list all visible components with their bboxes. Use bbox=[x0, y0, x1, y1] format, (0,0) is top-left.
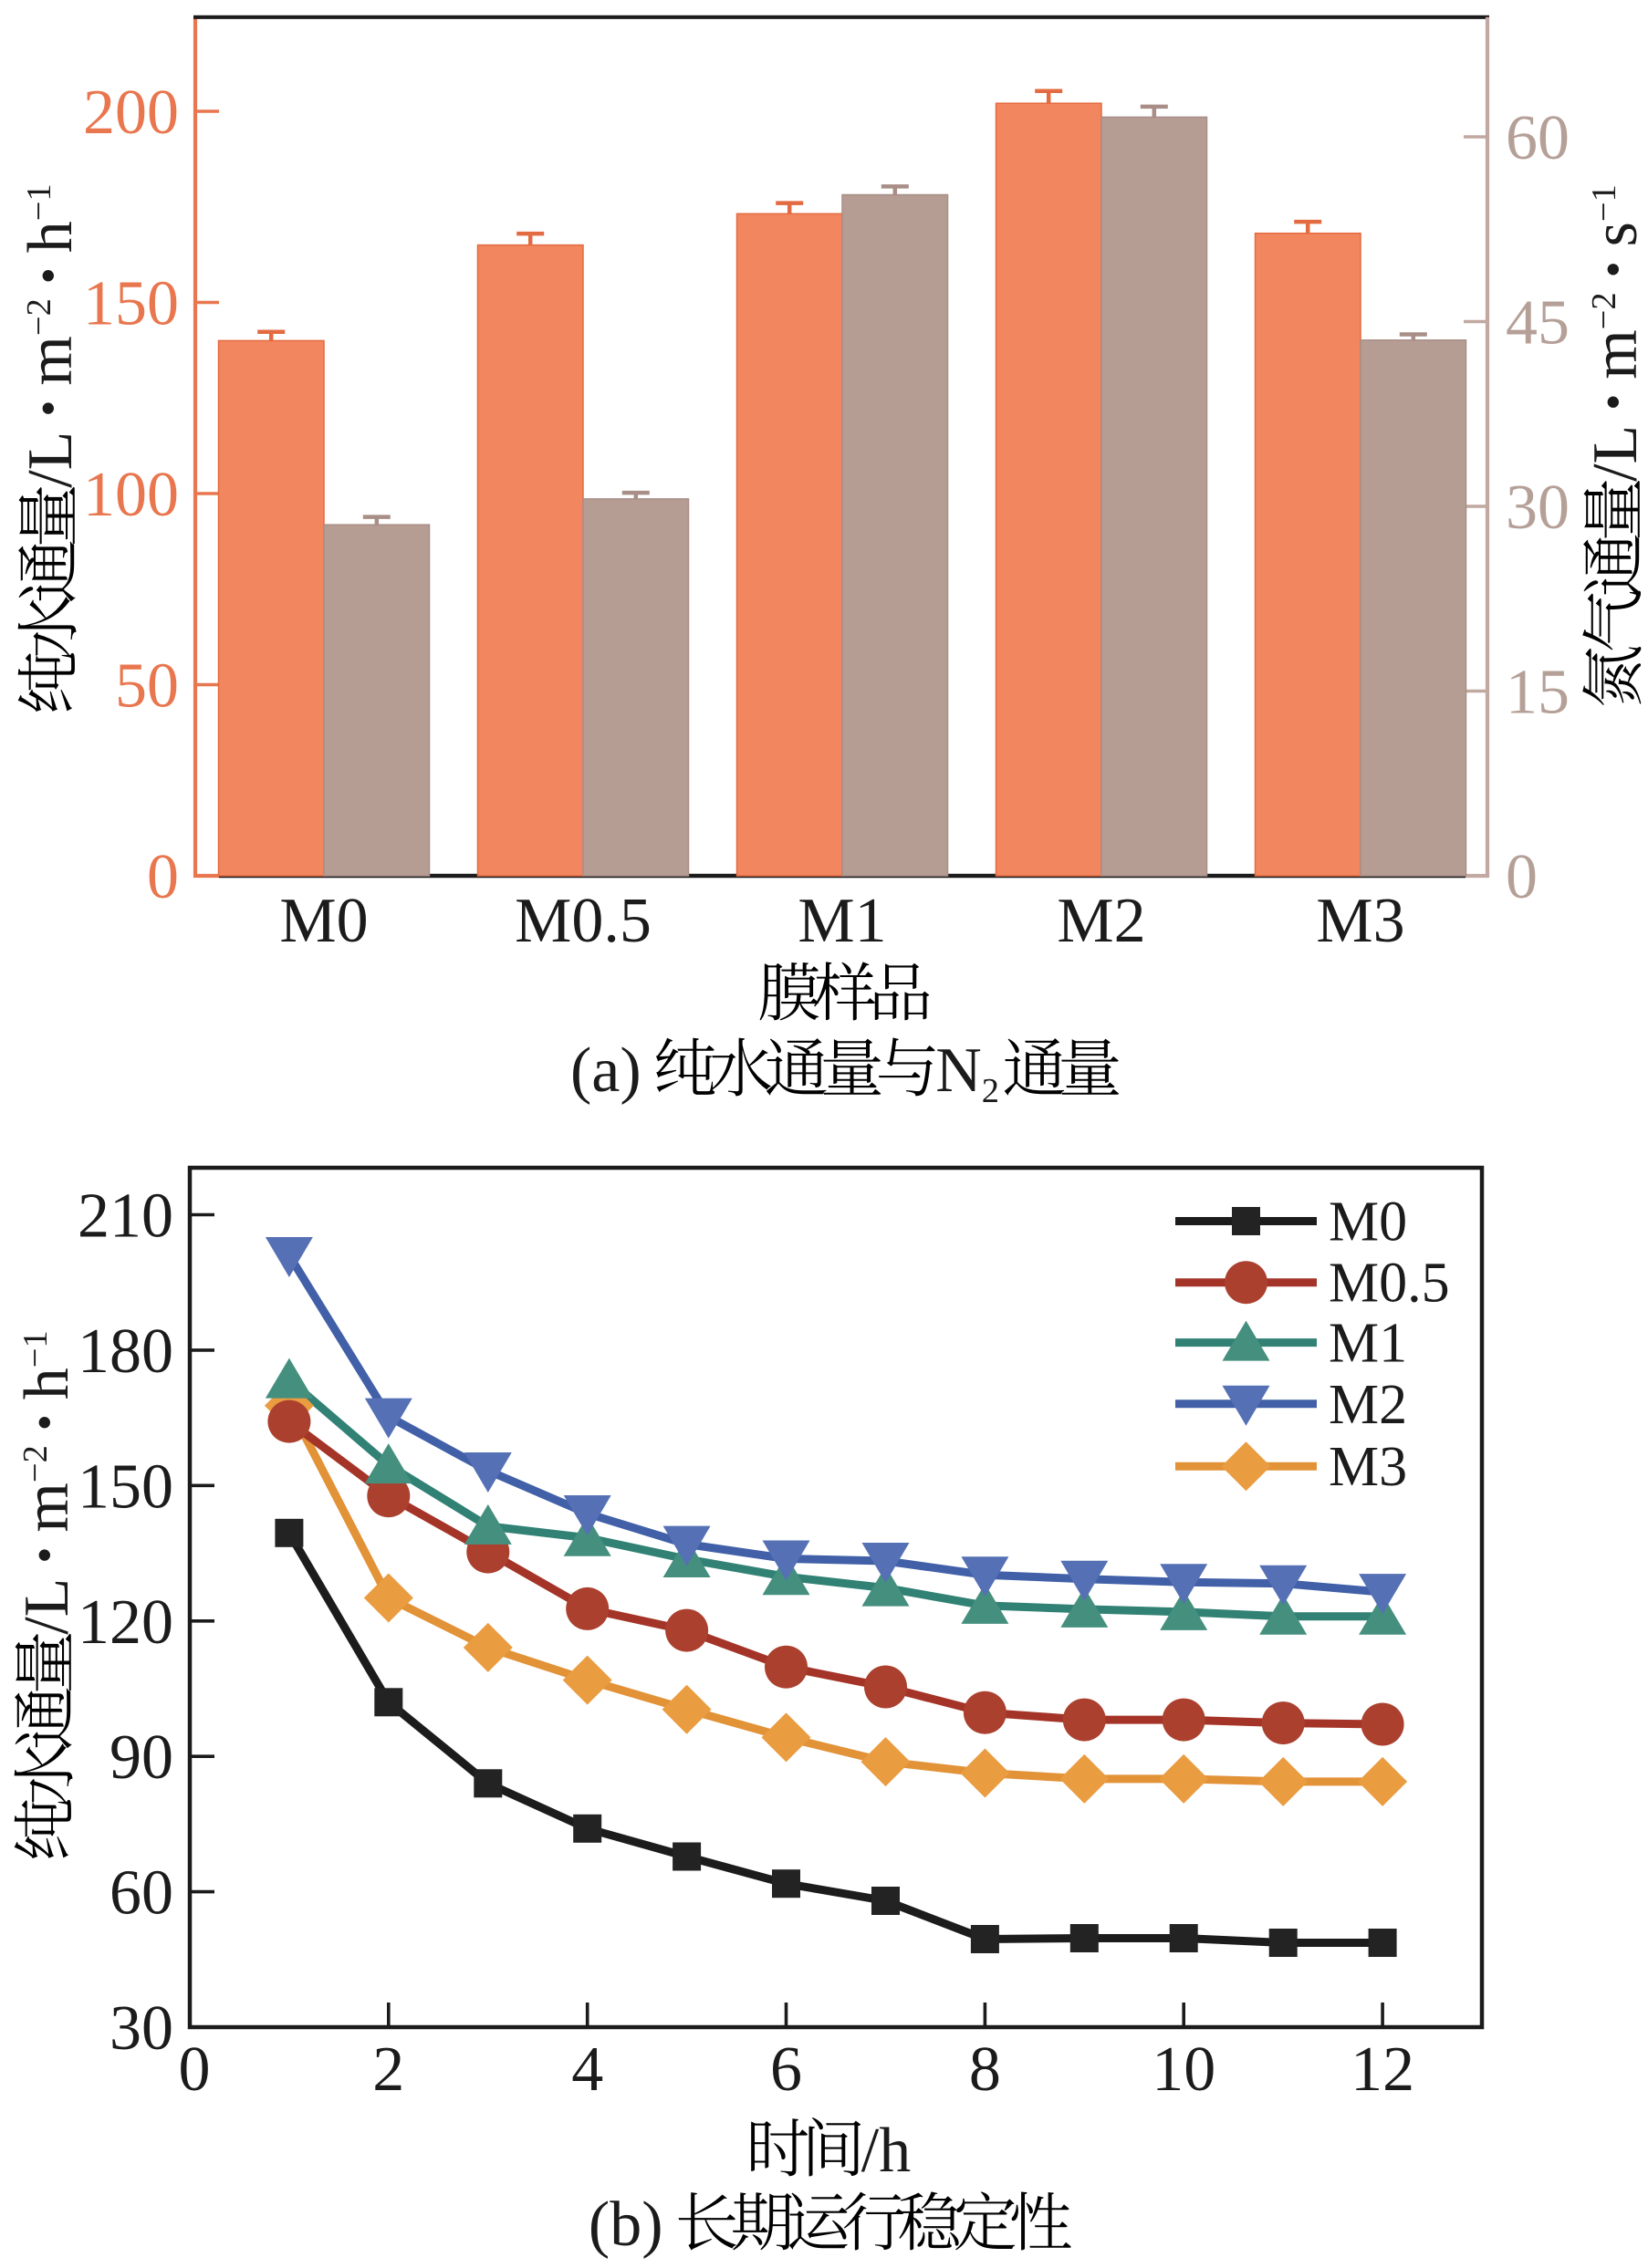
svg-text:M1: M1 bbox=[1329, 1313, 1407, 1375]
svg-text:150: 150 bbox=[78, 1451, 173, 1522]
svg-text:(a): (a) bbox=[570, 1035, 641, 1106]
svg-text:50: 50 bbox=[115, 651, 179, 722]
svg-text:M0: M0 bbox=[279, 886, 368, 956]
svg-text:−1: −1 bbox=[16, 1330, 55, 1368]
svg-text:m: m bbox=[16, 336, 86, 385]
svg-text:200: 200 bbox=[83, 78, 179, 148]
svg-text:−2: −2 bbox=[20, 298, 58, 336]
svg-text:M3: M3 bbox=[1316, 886, 1404, 956]
svg-text:M3: M3 bbox=[1329, 1436, 1407, 1498]
svg-text:m: m bbox=[12, 1483, 82, 1532]
svg-text:30: 30 bbox=[110, 1993, 173, 2064]
svg-text:M2: M2 bbox=[1057, 886, 1145, 956]
svg-text:60: 60 bbox=[110, 1858, 173, 1929]
svg-text:2: 2 bbox=[982, 1072, 999, 1110]
svg-text:210: 210 bbox=[78, 1181, 173, 1252]
svg-text:2: 2 bbox=[372, 2034, 404, 2105]
svg-text:M1: M1 bbox=[798, 886, 886, 956]
svg-text:120: 120 bbox=[78, 1587, 173, 1658]
svg-text:12: 12 bbox=[1351, 2034, 1414, 2105]
svg-text:M2: M2 bbox=[1329, 1374, 1407, 1436]
svg-text:m: m bbox=[1580, 329, 1648, 379]
svg-text:180: 180 bbox=[78, 1316, 173, 1387]
svg-text:(b): (b) bbox=[589, 2190, 663, 2260]
svg-text:4: 4 bbox=[571, 2034, 603, 2105]
svg-text:/L: /L bbox=[16, 432, 86, 488]
svg-text:N: N bbox=[935, 1035, 982, 1106]
svg-text:h: h bbox=[16, 221, 86, 253]
svg-text:s: s bbox=[1580, 222, 1648, 246]
svg-text:h: h bbox=[12, 1368, 82, 1399]
svg-text:−1: −1 bbox=[1585, 184, 1623, 222]
svg-text:15: 15 bbox=[1506, 658, 1570, 728]
svg-text:100: 100 bbox=[83, 460, 179, 530]
svg-text:0: 0 bbox=[1506, 842, 1538, 912]
svg-text:M0: M0 bbox=[1329, 1191, 1407, 1254]
svg-text:8: 8 bbox=[969, 2034, 1001, 2105]
svg-text:10: 10 bbox=[1152, 2034, 1215, 2105]
svg-text:−2: −2 bbox=[1585, 292, 1623, 329]
svg-text:0: 0 bbox=[179, 2034, 211, 2105]
svg-text:45: 45 bbox=[1506, 288, 1570, 359]
svg-text:0: 0 bbox=[147, 842, 179, 912]
svg-text:/L: /L bbox=[12, 1578, 82, 1635]
svg-text:M0.5: M0.5 bbox=[515, 886, 652, 956]
svg-text:60: 60 bbox=[1506, 103, 1570, 173]
svg-text:/h: /h bbox=[861, 2116, 911, 2186]
svg-text:30: 30 bbox=[1506, 473, 1570, 543]
svg-text:−2: −2 bbox=[16, 1445, 55, 1483]
svg-text:6: 6 bbox=[770, 2034, 802, 2105]
svg-text:150: 150 bbox=[83, 269, 179, 339]
svg-text:/L: /L bbox=[1580, 425, 1648, 482]
svg-text:M0.5: M0.5 bbox=[1329, 1253, 1450, 1315]
svg-text:90: 90 bbox=[110, 1722, 173, 1793]
svg-text:−1: −1 bbox=[20, 183, 58, 221]
